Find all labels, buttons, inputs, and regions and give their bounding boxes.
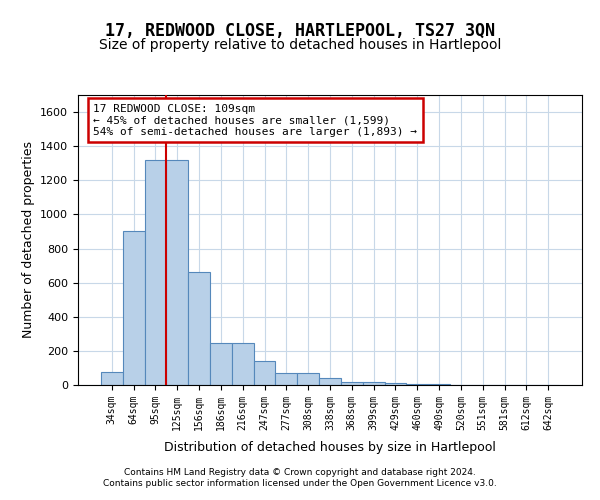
Bar <box>101 372 123 385</box>
Bar <box>363 382 385 385</box>
Bar <box>254 361 275 385</box>
Bar <box>232 343 254 385</box>
Bar <box>188 272 210 385</box>
Text: 17, REDWOOD CLOSE, HARTLEPOOL, TS27 3QN: 17, REDWOOD CLOSE, HARTLEPOOL, TS27 3QN <box>105 22 495 40</box>
Bar <box>428 384 450 385</box>
Bar <box>406 384 428 385</box>
Text: Contains HM Land Registry data © Crown copyright and database right 2024.: Contains HM Land Registry data © Crown c… <box>124 468 476 477</box>
Bar <box>210 343 232 385</box>
Y-axis label: Number of detached properties: Number of detached properties <box>22 142 35 338</box>
Bar <box>123 232 145 385</box>
Text: Size of property relative to detached houses in Hartlepool: Size of property relative to detached ho… <box>99 38 501 52</box>
X-axis label: Distribution of detached houses by size in Hartlepool: Distribution of detached houses by size … <box>164 441 496 454</box>
Bar <box>145 160 166 385</box>
Text: Contains public sector information licensed under the Open Government Licence v3: Contains public sector information licen… <box>103 479 497 488</box>
Bar <box>319 378 341 385</box>
Bar <box>275 373 297 385</box>
Bar <box>297 373 319 385</box>
Text: 17 REDWOOD CLOSE: 109sqm
← 45% of detached houses are smaller (1,599)
54% of sem: 17 REDWOOD CLOSE: 109sqm ← 45% of detach… <box>93 104 417 137</box>
Bar <box>385 384 406 385</box>
Bar <box>341 382 363 385</box>
Bar <box>166 160 188 385</box>
